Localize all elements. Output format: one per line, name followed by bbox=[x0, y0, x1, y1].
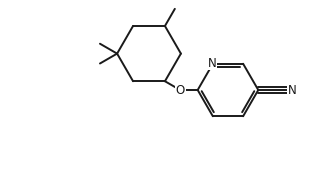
Text: O: O bbox=[175, 84, 185, 96]
Text: N: N bbox=[208, 57, 217, 70]
Text: N: N bbox=[288, 84, 297, 96]
